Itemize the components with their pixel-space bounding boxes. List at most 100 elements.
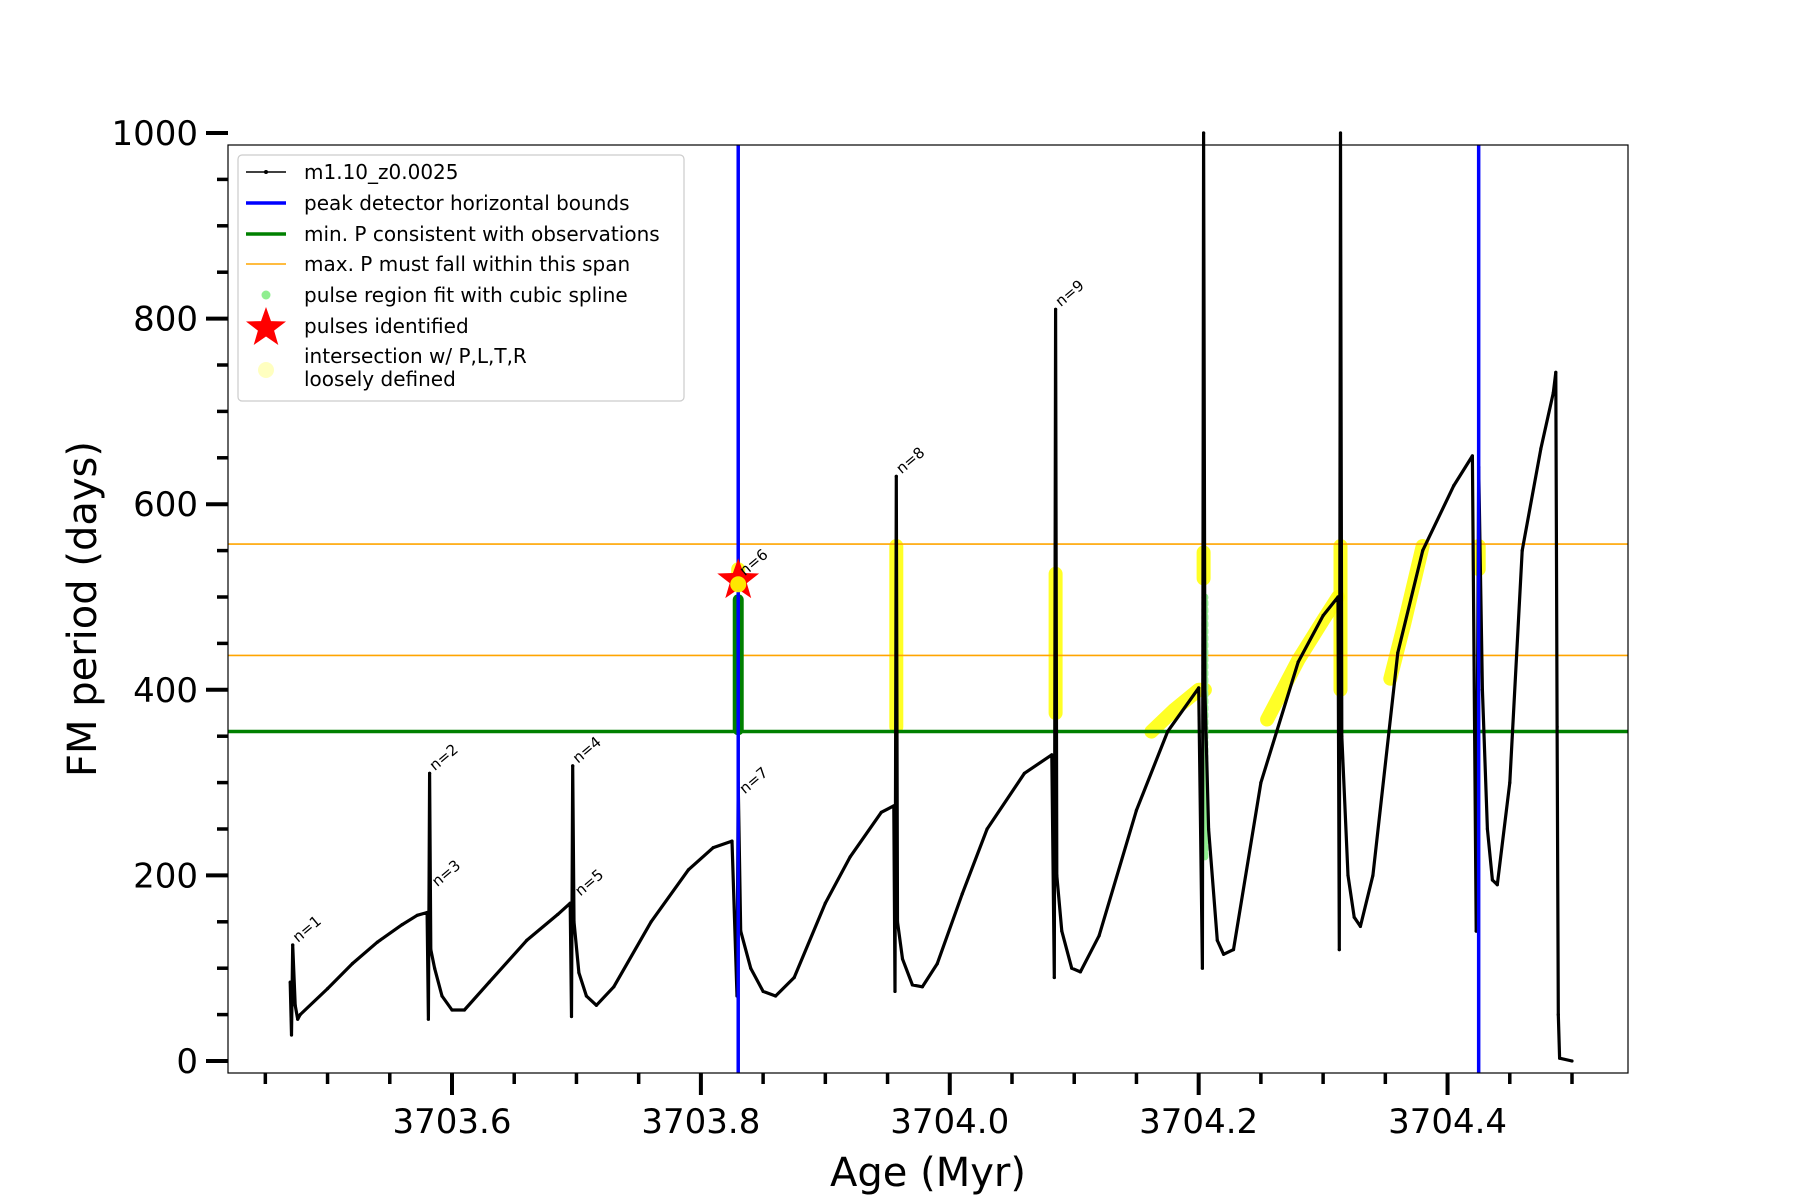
track-point (1508, 781, 1512, 785)
x-axis-title: Age (Myr) (830, 1150, 1026, 1196)
track-point (1202, 131, 1206, 135)
track-point (1485, 827, 1489, 831)
track-point (1340, 734, 1344, 738)
track-point (1421, 549, 1425, 553)
track-point (1166, 730, 1170, 734)
track-point (375, 940, 379, 944)
track-point (920, 985, 925, 989)
pulse-loose-dot-0 (730, 576, 747, 593)
legend-item-max_p: max. P must fall within this span (246, 252, 630, 276)
track-point (440, 994, 444, 998)
track-point (462, 1008, 466, 1012)
track-point (400, 923, 404, 927)
legend-handle (258, 362, 274, 378)
y-tick-label: 0 (176, 1042, 198, 1082)
track-point (1197, 686, 1201, 690)
x-tick-label: 3703.6 (393, 1102, 512, 1142)
track-point (1371, 873, 1375, 878)
track-point (960, 892, 964, 896)
track-point (1022, 771, 1026, 775)
legend-label: pulses identified (304, 314, 469, 338)
track-point (298, 1013, 302, 1017)
track-point (584, 994, 589, 998)
legend-label: pulse region fit with cubic spline (304, 283, 628, 307)
x-tick-label: 3704.2 (1139, 1102, 1258, 1142)
legend-item-min_p: min. P consistent with observations (246, 222, 660, 246)
x-tick-label: 3704.4 (1388, 1102, 1507, 1142)
annotation-label: n=2 (426, 740, 462, 774)
track-point (1338, 131, 1343, 135)
track-point (1231, 948, 1236, 952)
track-point (1097, 934, 1101, 938)
track-point (1558, 1056, 1562, 1060)
track-point (296, 1017, 300, 1021)
track-point (487, 980, 491, 984)
y-tick-label: 400 (133, 671, 198, 711)
legend-item-pulse: pulses identified (246, 307, 469, 345)
track-point (1200, 966, 1204, 970)
track-point (1052, 975, 1056, 980)
track-point (1452, 484, 1456, 488)
track-point (1358, 924, 1362, 929)
track-point (1070, 966, 1074, 970)
track-point (1054, 307, 1058, 311)
track-point (1296, 660, 1300, 664)
track-point (1055, 873, 1059, 878)
x-tick-label: 3704.0 (890, 1102, 1009, 1142)
annotation-label: n=3 (428, 856, 464, 890)
track-point (1554, 370, 1558, 374)
track-point (594, 1003, 599, 1007)
track-point (1060, 929, 1064, 933)
track-point (1480, 688, 1484, 692)
track-point (1078, 970, 1082, 974)
track-point (774, 994, 778, 998)
y-tick-label: 800 (133, 300, 198, 340)
track-point (525, 938, 529, 943)
track-point (289, 1033, 294, 1037)
track-point (450, 1008, 454, 1012)
track-point (730, 839, 734, 843)
legend-handle (246, 307, 286, 345)
annotation-label: n=8 (893, 443, 929, 477)
track-point (711, 846, 715, 850)
legend-handle-marker (264, 170, 268, 174)
track-point (1346, 873, 1350, 878)
plot-frame (227, 144, 1629, 1074)
legend-box (237, 154, 685, 402)
track-point (569, 1014, 574, 1019)
x-tick-label: 3703.8 (641, 1102, 760, 1142)
legend-label: m1.10_z0.0025 (304, 160, 459, 184)
track-point (1539, 446, 1543, 451)
track-point (792, 975, 796, 980)
annotation-label: n=5 (571, 866, 607, 900)
track-point (429, 948, 433, 952)
legend-label: peak detector horizontal bounds (304, 191, 630, 215)
axes: 0 200 400 600 800 1000 3703.6 3703.8 3704.0 3704.… (111, 114, 1574, 1142)
track-point (1551, 391, 1555, 395)
legend-item-bounds: peak detector horizontal bounds (246, 191, 630, 215)
y-tick-label: 600 (133, 485, 198, 525)
legend-label: min. P consistent with observations (304, 222, 660, 246)
legend-label: max. P must fall within this span (304, 252, 630, 276)
track-point (1495, 883, 1499, 887)
track-point (1203, 688, 1207, 692)
track-point (893, 989, 897, 994)
track-point (823, 901, 827, 905)
loose-segment-0 (1144, 682, 1212, 739)
track-point (649, 920, 653, 924)
track-point (428, 771, 432, 775)
track-point (749, 966, 753, 970)
track-point (686, 868, 691, 872)
track-point (900, 957, 905, 961)
track-point (895, 920, 900, 924)
track-point (577, 971, 581, 975)
track-point (910, 983, 915, 987)
legend-label: intersection w/ P,L,T,R (304, 344, 527, 368)
legend-label-line2: loosely defined (304, 367, 456, 391)
loose-segment-1 (1260, 590, 1345, 727)
annotation-label: n=1 (289, 912, 325, 946)
track-point (1570, 1059, 1574, 1063)
